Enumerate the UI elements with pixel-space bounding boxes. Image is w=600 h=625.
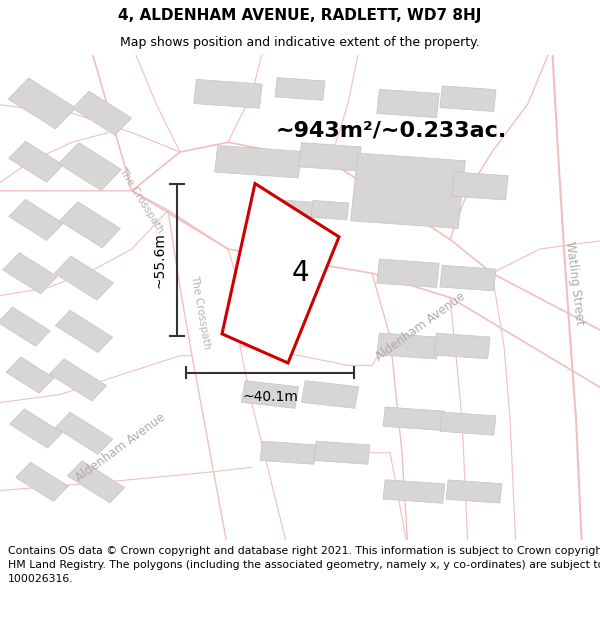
Text: Aldenham Avenue: Aldenham Avenue (373, 290, 467, 363)
Polygon shape (452, 172, 508, 200)
Polygon shape (73, 91, 131, 135)
Polygon shape (383, 480, 445, 503)
Polygon shape (16, 462, 68, 501)
Text: ~40.1m: ~40.1m (242, 389, 298, 404)
Text: The Crosspath: The Crosspath (190, 274, 212, 350)
Polygon shape (434, 333, 490, 359)
Polygon shape (440, 412, 496, 435)
Polygon shape (222, 184, 339, 363)
Polygon shape (377, 333, 439, 359)
Polygon shape (314, 441, 370, 464)
Text: Contains OS data © Crown copyright and database right 2021. This information is : Contains OS data © Crown copyright and d… (8, 546, 600, 584)
Polygon shape (377, 89, 439, 118)
Text: ~55.6m: ~55.6m (152, 232, 166, 288)
Text: ~943m²/~0.233ac.: ~943m²/~0.233ac. (276, 120, 507, 140)
Polygon shape (9, 141, 63, 182)
Polygon shape (263, 199, 313, 221)
Polygon shape (67, 461, 125, 503)
Polygon shape (194, 79, 262, 108)
Polygon shape (383, 407, 445, 431)
Polygon shape (59, 202, 121, 248)
Polygon shape (55, 256, 113, 300)
Polygon shape (55, 311, 113, 352)
Text: 4, ALDENHAM AVENUE, RADLETT, WD7 8HJ: 4, ALDENHAM AVENUE, RADLETT, WD7 8HJ (118, 8, 482, 23)
Polygon shape (241, 381, 299, 408)
Polygon shape (215, 146, 301, 178)
Polygon shape (0, 307, 50, 346)
Polygon shape (55, 412, 113, 454)
Polygon shape (275, 78, 325, 100)
Polygon shape (301, 381, 359, 408)
Polygon shape (377, 259, 439, 288)
Text: 4: 4 (291, 259, 309, 288)
Polygon shape (10, 409, 62, 448)
Polygon shape (49, 359, 107, 401)
Polygon shape (299, 142, 361, 171)
Polygon shape (6, 357, 54, 393)
Polygon shape (3, 253, 57, 294)
Polygon shape (446, 480, 502, 503)
Text: Watling Street: Watling Street (563, 240, 586, 326)
Polygon shape (9, 199, 63, 241)
Text: The Crosspath: The Crosspath (117, 166, 165, 235)
Text: Aldenham Avenue: Aldenham Avenue (73, 411, 167, 484)
Polygon shape (311, 201, 349, 220)
Text: Map shows position and indicative extent of the property.: Map shows position and indicative extent… (120, 36, 480, 49)
Polygon shape (440, 266, 496, 291)
Polygon shape (440, 86, 496, 111)
Polygon shape (350, 153, 466, 228)
Polygon shape (8, 78, 76, 129)
Polygon shape (260, 441, 316, 464)
Polygon shape (59, 142, 121, 191)
